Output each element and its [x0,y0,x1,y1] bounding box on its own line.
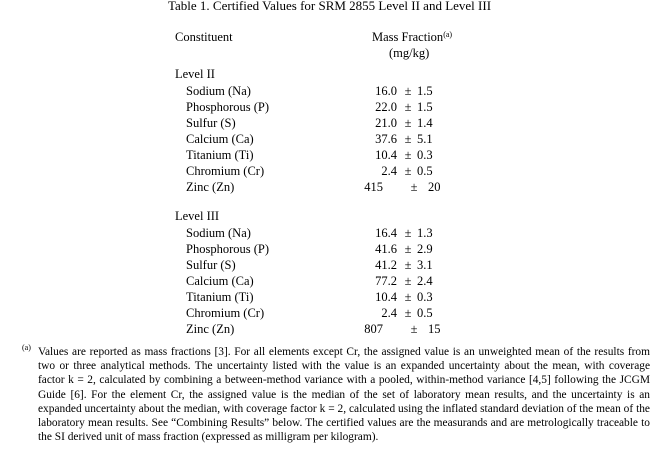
plus-minus: ± [404,116,412,130]
plus-minus: ± [404,274,412,288]
uncertainty: 3.1 [417,258,433,272]
plus-minus: ± [404,164,412,178]
uncertainty: 0.5 [417,306,433,320]
plus-minus: ± [404,132,412,146]
value: 2.4 [381,164,397,178]
plus-minus: ± [404,226,412,240]
value: 2.4 [381,306,397,320]
header-mass-fraction: Mass Fraction(a) [372,30,452,44]
group-label: Level III [175,209,220,223]
value: 41.6 [375,242,397,256]
value: 10.4 [375,148,397,162]
value: 77.2 [375,274,397,288]
constituent-name: Titanium (Ti) [186,290,254,304]
uncertainty: 1.4 [417,116,433,130]
value: 16.4 [375,226,397,240]
value: 22.0 [375,100,397,114]
plus-minus: ± [410,322,418,336]
plus-minus: ± [410,180,418,194]
uncertainty: 1.5 [417,84,433,98]
constituent-name: Zinc (Zn) [186,180,235,194]
value: 37.6 [375,132,397,146]
constituent-name: Sulfur (S) [186,258,236,272]
plus-minus: ± [404,290,412,304]
footnote-ref: (a) [443,30,453,39]
header-unit: (mg/kg) [389,46,430,60]
constituent-name: Chromium (Cr) [186,164,265,178]
header-constituent: Constituent [175,30,233,44]
constituent-name: Calcium (Ca) [186,274,254,288]
constituent-name: Phosphorous (P) [186,100,269,114]
value: 41.2 [375,258,397,272]
constituent-name: Calcium (Ca) [186,132,254,146]
constituent-name: Chromium (Cr) [186,306,265,320]
uncertainty: 2.4 [417,274,433,288]
uncertainty: 5.1 [417,132,433,146]
constituent-name: Zinc (Zn) [186,322,235,336]
plus-minus: ± [404,84,412,98]
constituent-name: Sulfur (S) [186,116,236,130]
value: 10.4 [375,290,397,304]
uncertainty: 20 [428,180,441,194]
uncertainty: 15 [428,322,441,336]
constituent-name: Titanium (Ti) [186,148,254,162]
uncertainty: 0.3 [417,148,433,162]
table-title: Table 1. Certified Values for SRM 2855 L… [168,0,492,13]
constituent-name: Sodium (Na) [186,84,251,98]
uncertainty: 0.3 [417,290,433,304]
uncertainty: 1.5 [417,100,433,114]
plus-minus: ± [404,258,412,272]
header-mass-fraction-label: Mass Fraction [372,30,444,44]
value: 16.0 [375,84,397,98]
uncertainty: 1.3 [417,226,433,240]
plus-minus: ± [404,100,412,114]
constituent-name: Sodium (Na) [186,226,251,240]
plus-minus: ± [404,306,412,320]
plus-minus: ± [404,242,412,256]
plus-minus: ± [404,148,412,162]
constituent-name: Phosphorous (P) [186,242,269,256]
group-label: Level II [175,67,215,81]
uncertainty: 2.9 [417,242,433,256]
footnote-text: Values are reported as mass fractions [3… [38,346,650,444]
value: 807 [364,322,383,336]
value: 21.0 [375,116,397,130]
uncertainty: 0.5 [417,164,433,178]
value: 415 [364,180,383,194]
footnote-marker: (a) [22,343,31,352]
